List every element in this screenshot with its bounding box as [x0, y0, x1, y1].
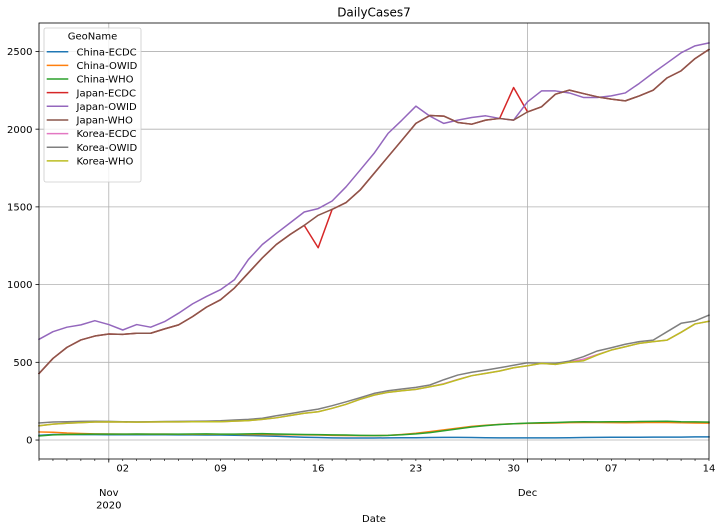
legend-box [43, 27, 142, 183]
legend-label: China-OWID [77, 61, 138, 72]
x-tick-label: 23 [410, 463, 423, 474]
x-major-tick-label: Dec [518, 488, 537, 499]
chart-title: DailyCases7 [337, 5, 411, 19]
legend-item-korea-who: Korea-WHO [46, 157, 134, 168]
y-tick-label: 2000 [7, 125, 32, 136]
y-tick-label: 1500 [7, 202, 32, 213]
legend-label: China-WHO [77, 75, 134, 86]
legend-item-china-who: China-WHO [46, 75, 134, 86]
series-line-japan-who [37, 48, 711, 375]
y-tick-label: 2500 [7, 47, 32, 58]
x-tick-label: 14 [703, 463, 716, 474]
x-tick-label: 02 [116, 463, 129, 474]
y-tick-label: 0 [26, 436, 32, 447]
y-tick-label: 500 [13, 358, 32, 369]
series-line-korea-owid [38, 314, 710, 424]
legend-item-korea-owid: Korea-OWID [46, 143, 138, 154]
legend-item-japan-who: Japan-WHO [46, 116, 134, 127]
legend-label: Korea-OWID [77, 143, 138, 154]
series-line-korea-ecdc [38, 320, 710, 427]
x-tick-label: 16 [312, 463, 325, 474]
x-major-tick-label: 2020 [96, 500, 121, 511]
legend-item-china-owid: China-OWID [46, 61, 138, 72]
legend-item-japan-ecdc: Japan-ECDC [46, 88, 137, 99]
y-axis: 0 500 1000 1500 2000 2500 [7, 47, 39, 447]
legend-label: Japan-OWID [76, 102, 137, 113]
legend-title: GeoName [68, 32, 118, 43]
x-axis-label: Date [362, 514, 386, 525]
x-tick-label: 07 [605, 463, 618, 474]
legend-label: Korea-WHO [77, 157, 134, 168]
series-lines [37, 42, 711, 439]
legend-item-korea-ecdc: Korea-ECDC [46, 129, 137, 140]
legend-label: Korea-ECDC [77, 129, 137, 140]
y-tick-label: 1000 [7, 280, 32, 291]
legend-label: Japan-ECDC [76, 88, 137, 99]
series-line-korea-who [38, 320, 710, 427]
legend: GeoName China-ECDC China-OWID China-WHO … [43, 27, 142, 183]
x-tick-label: 30 [507, 463, 520, 474]
series-line-china-who [38, 420, 710, 437]
legend-label: China-ECDC [77, 47, 137, 58]
x-tick-label: 09 [214, 463, 227, 474]
legend-label: Japan-WHO [76, 116, 134, 127]
x-major-tick-label: Nov [99, 488, 119, 499]
legend-item-china-ecdc: China-ECDC [46, 47, 137, 58]
legend-item-japan-owid: Japan-OWID [46, 102, 137, 113]
